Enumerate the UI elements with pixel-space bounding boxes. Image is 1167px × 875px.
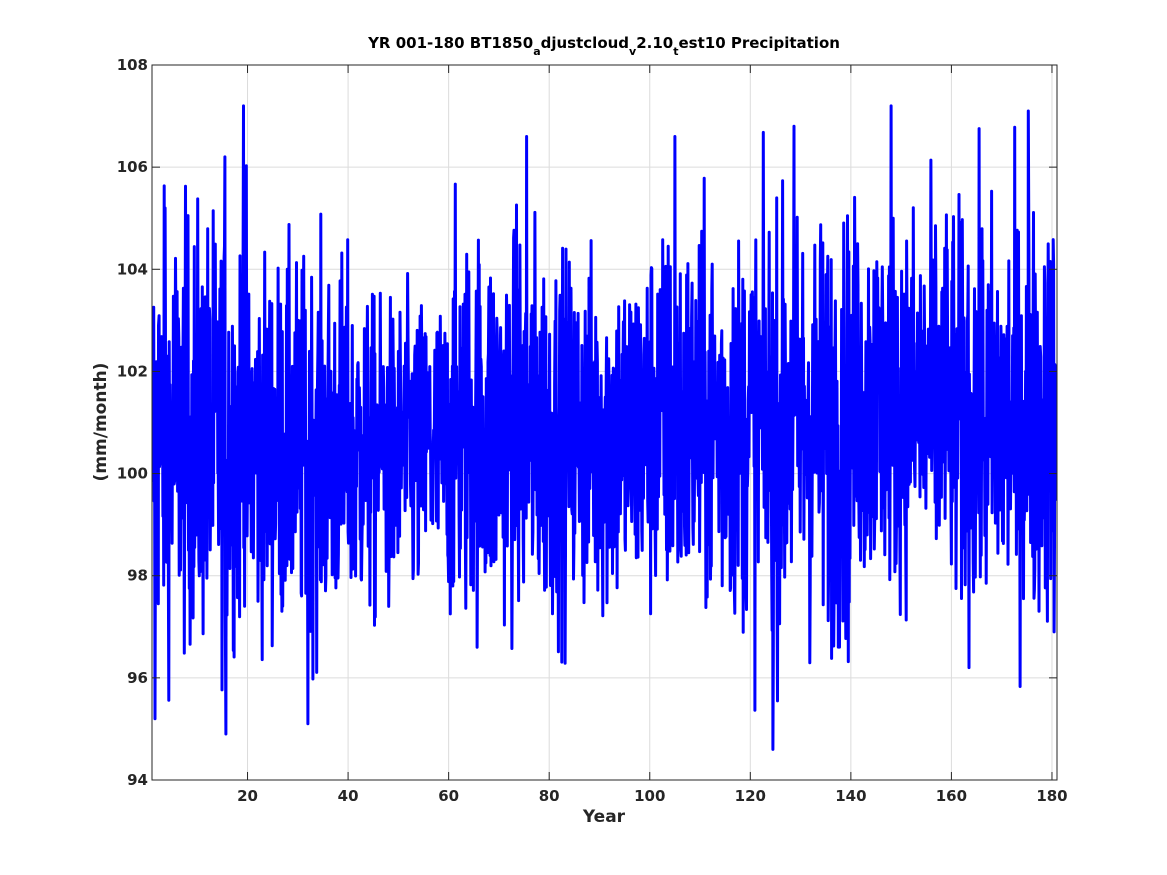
x-tick-label: 20: [237, 787, 258, 805]
x-tick-label: 160: [936, 787, 967, 805]
y-tick-label: 106: [117, 158, 148, 176]
series-layer: [152, 104, 1057, 751]
title-part-2: djustcloud: [541, 34, 629, 52]
y-tick-label: 98: [127, 567, 148, 585]
x-tick-label: 140: [835, 787, 866, 805]
axes-box: [151, 64, 1058, 781]
y-tick-label: 104: [117, 260, 148, 278]
y-tick-label: 96: [127, 669, 148, 687]
y-tick-label: 102: [117, 362, 148, 380]
ticks: [152, 64, 1057, 781]
x-tick-label: 100: [634, 787, 665, 805]
title-part-4: est10 Precipitation: [679, 34, 840, 52]
x-tick-label: 60: [438, 787, 459, 805]
y-tick-label: 108: [117, 56, 148, 74]
title-subscript-1: a: [533, 45, 540, 58]
title-subscript-2: v: [629, 45, 637, 58]
x-tick-label: 180: [1036, 787, 1067, 805]
y-tick-labels: 94 96 98 100 102 104 106 108: [117, 56, 148, 789]
x-tick-label: 40: [338, 787, 359, 805]
y-tick-label: 94: [127, 771, 148, 789]
x-axis-label: Year: [582, 807, 626, 827]
y-tick-label: 100: [117, 465, 148, 483]
x-tick-labels: 20 40 60 80 100 120 140 160 180: [237, 787, 1068, 805]
x-tick-label: 120: [735, 787, 766, 805]
title-part-1: YR 001-180 BT1850: [367, 34, 533, 52]
x-tick-label: 80: [539, 787, 560, 805]
title-subscript-3: t: [673, 45, 678, 58]
title-part-3: 2.10: [636, 34, 673, 52]
y-axis-label: (mm/month): [91, 363, 111, 482]
chart-title: YR 001-180 BT1850adjustcloudv2.10test10 …: [367, 34, 840, 58]
precipitation-series-line: [152, 104, 1057, 751]
